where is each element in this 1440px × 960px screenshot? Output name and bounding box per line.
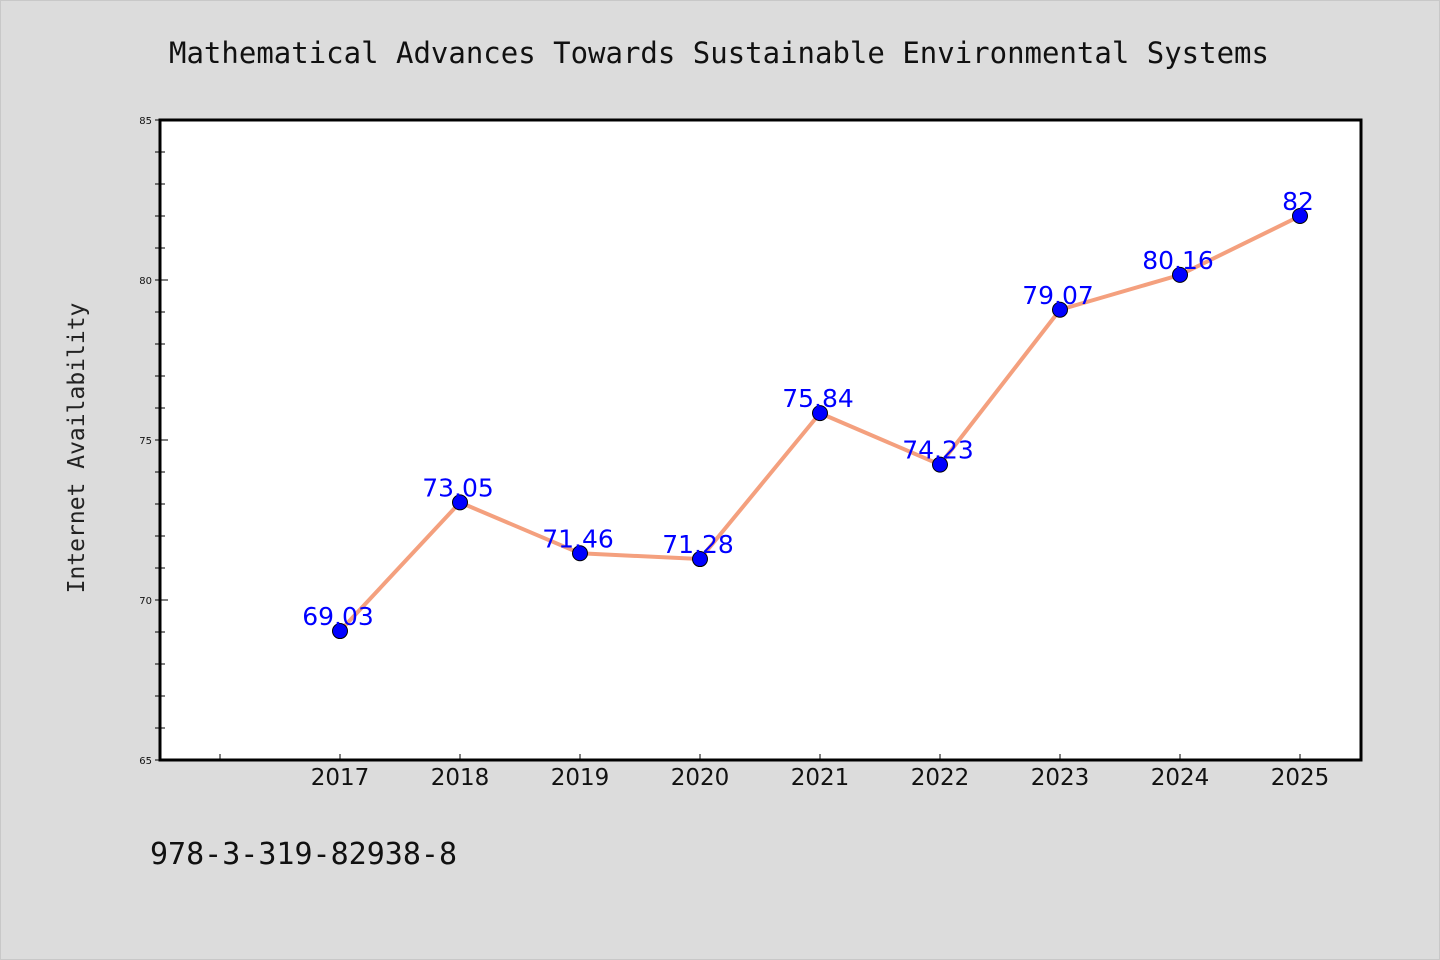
x-tick-label: 2025 [1271,765,1330,791]
x-tick-label: 2022 [911,765,970,791]
data-point [932,456,948,473]
x-tick-label: 2023 [1031,765,1090,791]
y-tick-label: 85 [139,116,152,127]
y-tick-label: 65 [139,756,152,767]
y-tick-label: 75 [139,436,152,447]
y-axis-label: Internet Availability [64,303,90,594]
x-tick-label: 2024 [1151,765,1210,791]
data-point [1292,208,1308,224]
data-label: 82 [1282,187,1314,216]
plot-area [158,118,1363,762]
data-label: 71.28 [662,530,734,559]
data-point [1052,301,1068,318]
x-tick-label: 2019 [551,765,610,791]
data-label: 69.03 [302,602,374,631]
data-label: 75.84 [782,384,854,413]
x-axis-ticks: 2017 2018 2019 2020 2021 2022 2023 2024 2025 [219,754,1330,791]
footer-isbn: 978-3-319-82938-8 [150,837,457,872]
data-label: 73.05 [422,473,494,502]
x-tick-label: 2021 [791,765,850,791]
data-label: 80.16 [1142,246,1214,275]
chart-title: Mathematical Advances Towards Sustainabl… [169,36,1269,70]
data-label: 71.46 [542,524,614,553]
series-layer: 69.03 73.05 71.46 71.28 75.84 74.23 79.07 80.16… [302,187,1314,640]
x-tick-label: 2017 [311,765,370,791]
y-tick-label: 70 [139,596,152,607]
data-label: 79.07 [1022,281,1094,310]
data-point [692,551,708,568]
data-point [812,405,828,422]
y-axis-ticks: 65 70 75 80 85 [139,116,168,767]
x-tick-label: 2018 [431,765,490,791]
data-point [332,623,348,640]
y-tick-label: 80 [139,276,152,287]
data-point [1172,266,1188,283]
data-label: 74.23 [902,436,974,465]
data-point [572,545,588,562]
x-tick-label: 2020 [671,765,730,791]
data-point [452,494,468,511]
